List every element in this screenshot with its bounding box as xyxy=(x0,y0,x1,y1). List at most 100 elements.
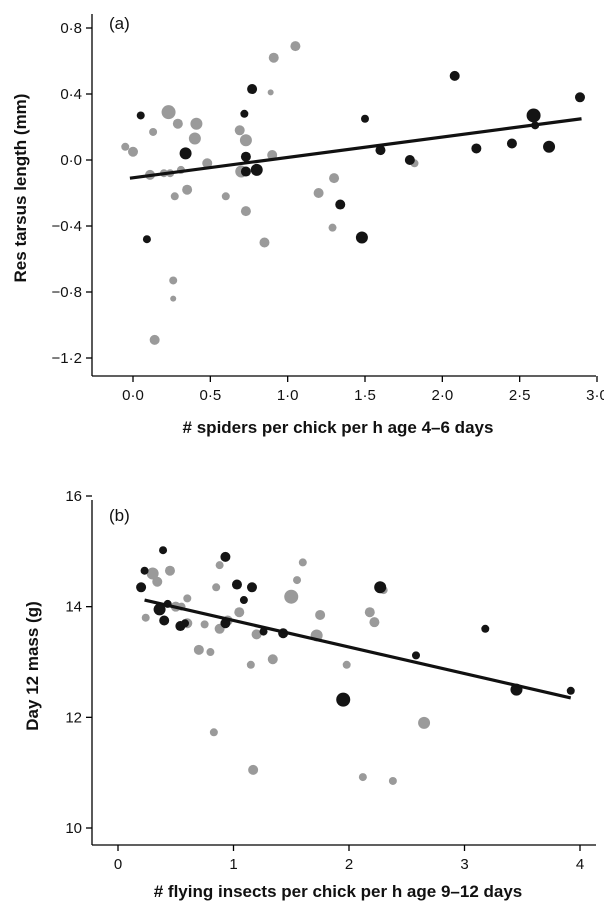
grey-point xyxy=(298,558,307,567)
grey-point xyxy=(246,660,255,669)
grey-point xyxy=(369,617,380,628)
x-tick-label: 2·0 xyxy=(431,387,453,404)
grey-point xyxy=(190,117,203,130)
grey-point xyxy=(182,184,193,195)
black-point xyxy=(231,579,242,590)
black-point xyxy=(220,551,231,562)
grey-point xyxy=(209,728,218,737)
y-tick-label: 0·0 xyxy=(60,152,82,169)
black-point xyxy=(355,231,368,244)
black-point xyxy=(336,692,351,707)
grey-point xyxy=(259,237,270,248)
grey-point xyxy=(169,276,178,285)
x-tick-label: 1·5 xyxy=(354,387,376,404)
black-point xyxy=(246,582,257,593)
y-axis-title: Day 12 mass (g) xyxy=(23,601,42,730)
black-point xyxy=(142,235,151,244)
y-axis-title: Res tarsus length (mm) xyxy=(11,94,30,283)
black-point xyxy=(361,114,369,123)
y-tick-label: 10 xyxy=(65,820,82,837)
grey-point xyxy=(206,648,215,657)
y-tick-label: −0·4 xyxy=(52,218,82,235)
y-tick-label: 0·4 xyxy=(60,86,82,103)
grey-point xyxy=(284,589,299,604)
y-tick-label: 16 xyxy=(65,488,82,505)
grey-point xyxy=(202,158,213,169)
x-axis-title: # spiders per chick per h age 4–6 days xyxy=(183,418,494,437)
regression-line xyxy=(144,598,572,700)
x-tick-label: 2 xyxy=(345,856,353,873)
regression-line xyxy=(129,117,582,180)
grey-point xyxy=(128,146,138,157)
grey-point xyxy=(164,565,175,576)
grey-point xyxy=(146,567,159,580)
grey-point xyxy=(329,173,340,184)
black-point xyxy=(506,138,517,149)
y-tick-label: 14 xyxy=(65,599,82,616)
x-tick-label: 1·0 xyxy=(277,387,299,404)
grey-point xyxy=(240,206,251,217)
grey-point xyxy=(188,132,201,145)
black-point xyxy=(180,619,189,628)
black-point xyxy=(259,627,268,636)
grey-point xyxy=(342,660,351,669)
x-tick-label: 0·0 xyxy=(122,387,144,404)
grey-point xyxy=(152,576,163,587)
grey-point xyxy=(268,52,279,63)
grey-point xyxy=(388,776,397,785)
grey-point xyxy=(212,583,221,592)
x-tick-label: 3·0 xyxy=(586,387,604,404)
black-point xyxy=(481,624,490,633)
grey-point xyxy=(315,609,326,620)
panel-a: −1·2 −0·8 −0·4 0·0 0·4 0·8 0·0 0·5 1·0 1·5 2·0 2·5 3… xyxy=(11,14,604,437)
black-point xyxy=(404,155,415,165)
black-point xyxy=(526,108,541,123)
y-tick-label: 12 xyxy=(65,709,82,726)
black-point xyxy=(179,147,192,160)
black-point xyxy=(449,70,460,81)
black-point xyxy=(566,686,575,695)
grey-point xyxy=(172,118,183,129)
black-point xyxy=(153,603,166,616)
grey-point xyxy=(234,125,245,136)
grey-point xyxy=(149,127,158,136)
black-point xyxy=(240,151,251,162)
x-tick-label: 2·5 xyxy=(509,387,531,404)
y-tick-label: −0·8 xyxy=(52,284,82,301)
grey-point xyxy=(251,629,262,640)
y-tick-label: 0·8 xyxy=(60,20,82,37)
grey-point xyxy=(248,764,259,775)
x-axis-title: # flying insects per chick per h age 9–1… xyxy=(154,882,523,901)
black-point xyxy=(136,111,145,120)
grey-point xyxy=(239,134,252,147)
grey-point xyxy=(364,607,375,618)
black-point xyxy=(411,651,420,660)
grey-point xyxy=(418,716,431,729)
grey-point xyxy=(267,89,274,96)
grey-point xyxy=(149,334,160,345)
black-point xyxy=(240,166,251,177)
x-tick-label: 0·5 xyxy=(199,387,221,404)
grey-point xyxy=(141,613,150,622)
grey-point xyxy=(293,576,302,585)
black-point xyxy=(136,582,147,593)
grey-point xyxy=(267,654,278,665)
grey-point xyxy=(234,607,245,618)
black-point xyxy=(574,92,585,103)
grey-point xyxy=(290,41,301,52)
grey-point xyxy=(328,223,337,232)
grey-point xyxy=(170,295,177,302)
grey-point xyxy=(200,620,209,629)
grey-point xyxy=(183,594,192,603)
y-tick-label: −1·2 xyxy=(52,350,82,367)
black-point xyxy=(543,140,556,153)
grey-point xyxy=(121,142,130,151)
black-point xyxy=(159,615,170,626)
black-point xyxy=(247,84,258,95)
black-point xyxy=(471,143,482,154)
x-tick-label: 3 xyxy=(460,856,468,873)
panel-label: (b) xyxy=(109,506,130,525)
grey-point xyxy=(215,561,224,570)
